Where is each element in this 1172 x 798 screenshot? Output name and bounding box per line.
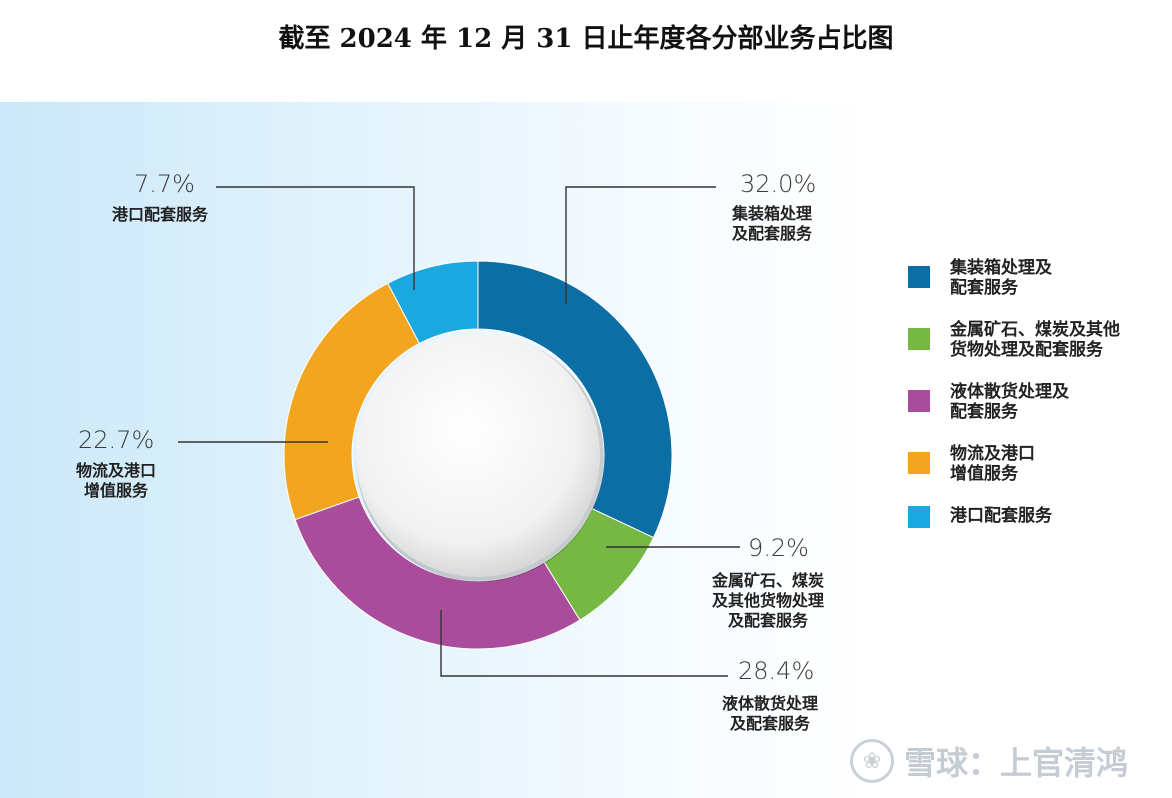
chart-title: 截至 2024 年 12 月 31 日止年度各分部业务占比图: [278, 24, 894, 54]
legend-label: 集装箱处理及 配套服务: [950, 258, 1052, 298]
donut-hole: [356, 333, 600, 577]
legend-item-container: 集装箱处理及 配套服务: [908, 258, 1120, 298]
leader-line-port: [216, 186, 415, 290]
callout-value-metal: 9.2%: [748, 534, 809, 562]
xueqiu-logo-icon: ❀: [850, 739, 894, 783]
legend-swatch: [908, 452, 930, 474]
callout-value-container: 32.0%: [740, 170, 817, 198]
leader-line-liquid: [440, 610, 728, 677]
legend-item-liquid: 液体散货处理及 配套服务: [908, 382, 1120, 422]
legend-item-metal: 金属矿石、煤炭及其他 货物处理及配套服务: [908, 320, 1120, 360]
legend-swatch: [908, 266, 930, 288]
callout-label-metal: 金属矿石、煤炭 及其他货物处理 及配套服务: [712, 571, 825, 630]
callout-value-logistics: 22.7%: [78, 426, 155, 454]
callout-label-liquid: 液体散货处理 及配套服务: [722, 694, 819, 733]
callout-label-port: 港口配套服务: [112, 205, 209, 224]
legend-item-logistics: 物流及港口 增值服务: [908, 444, 1120, 484]
callout-value-port: 7.7%: [134, 170, 195, 198]
legend-label: 港口配套服务: [950, 506, 1052, 526]
leader-line-container: [565, 186, 716, 304]
legend-swatch: [908, 390, 930, 412]
legend: 集装箱处理及 配套服务 金属矿石、煤炭及其他 货物处理及配套服务 液体散货处理及…: [908, 258, 1120, 550]
callout-label-container: 集装箱处理 及配套服务: [732, 204, 813, 243]
legend-swatch: [908, 506, 930, 528]
legend-label: 金属矿石、煤炭及其他 货物处理及配套服务: [950, 320, 1120, 360]
legend-label: 物流及港口 增值服务: [950, 444, 1035, 484]
callout-label-logistics: 物流及港口 增值服务: [76, 461, 157, 500]
legend-item-port: 港口配套服务: [908, 506, 1120, 528]
slice-container: [477, 260, 673, 539]
legend-label: 液体散货处理及 配套服务: [950, 382, 1069, 422]
watermark-text: 雪球：上官清鸿: [904, 744, 1129, 782]
slice-port: [387, 260, 479, 345]
watermark: ❀ 雪球：上官清鸿: [850, 738, 1128, 784]
callout-value-liquid: 28.4%: [738, 657, 815, 685]
legend-swatch: [908, 328, 930, 350]
slice-liquid: [294, 496, 581, 650]
